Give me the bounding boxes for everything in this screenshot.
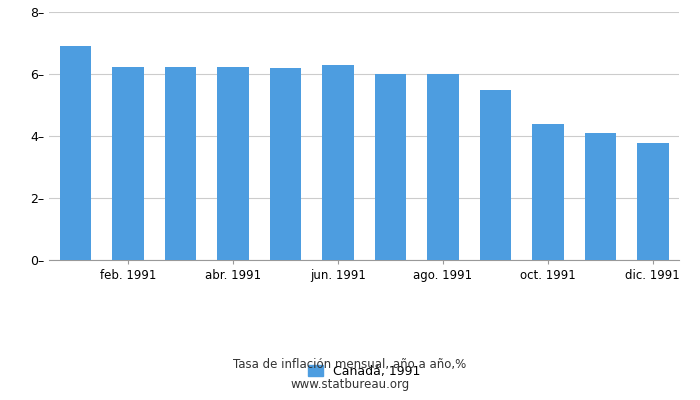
Bar [374,74,406,260]
Bar [427,74,458,260]
Bar [480,90,511,260]
Bar [584,133,616,260]
Text: Tasa de inflación mensual, año a año,%: Tasa de inflación mensual, año a año,% [233,358,467,371]
Text: www.statbureau.org: www.statbureau.org [290,378,410,391]
Bar [322,65,354,260]
Bar [270,68,301,260]
Bar [532,124,564,260]
Bar [60,46,91,260]
Bar [637,143,668,260]
Bar [112,67,144,260]
Bar [217,67,248,260]
Bar [164,67,196,260]
Legend: Canadá, 1991: Canadá, 1991 [303,360,425,383]
